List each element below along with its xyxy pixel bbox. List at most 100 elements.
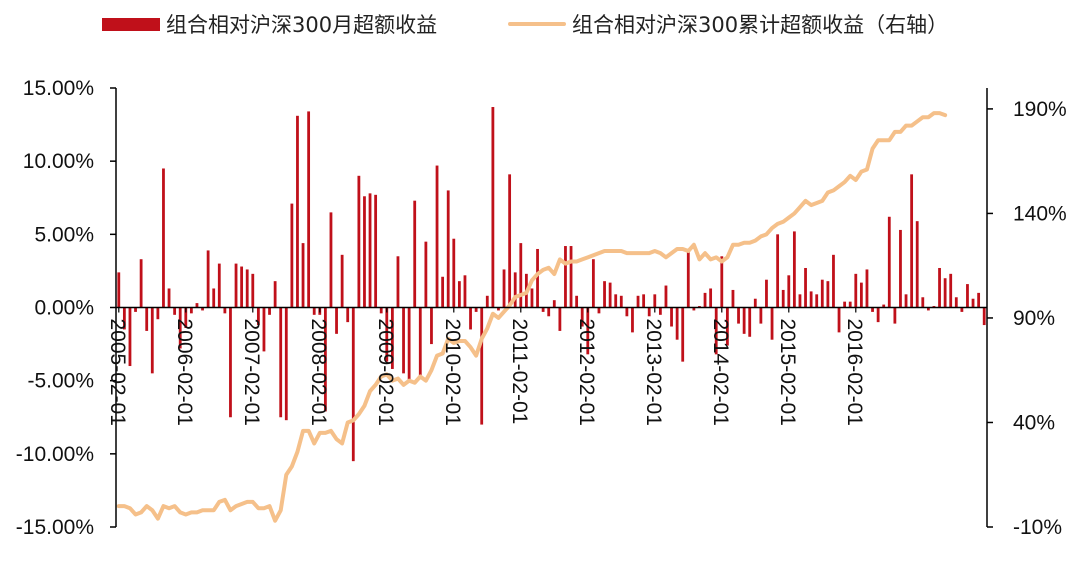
- bar: [647, 307, 651, 317]
- bar: [904, 294, 908, 308]
- bar: [781, 289, 785, 308]
- right-axis-tick-label: 140%: [1013, 202, 1067, 225]
- bar: [837, 307, 841, 333]
- bar: [759, 307, 763, 324]
- bar: [536, 248, 539, 308]
- bar: [150, 307, 154, 374]
- bar: [441, 276, 445, 308]
- bar: [776, 234, 780, 308]
- bar: [720, 256, 724, 308]
- x-axis-tick-label: 2016-02-01: [843, 319, 866, 426]
- bar: [703, 292, 707, 308]
- bar: [508, 174, 512, 308]
- bar: [731, 289, 735, 308]
- bar: [893, 307, 897, 324]
- legend-item-monthly: 组合相对沪深300月超额收益: [102, 6, 437, 42]
- bar: [725, 307, 729, 346]
- right-axis-tick-label: 190%: [1013, 98, 1067, 121]
- bar: [195, 303, 199, 308]
- bar: [642, 294, 646, 308]
- bar: [368, 193, 372, 308]
- bar: [954, 297, 958, 308]
- bar: [664, 285, 668, 308]
- left-axis-tick-label: -5.00%: [27, 370, 94, 393]
- legend: 组合相对沪深300月超额收益 组合相对沪深300累计超额收益（右轴）: [0, 6, 1089, 42]
- bar: [122, 307, 126, 330]
- bar: [201, 307, 204, 311]
- bar: [770, 307, 774, 340]
- bar: [346, 307, 350, 323]
- bar: [843, 301, 847, 308]
- legend-swatch-line: [508, 22, 566, 26]
- x-axis-tick-label: 2009-02-01: [374, 319, 397, 426]
- right-axis-tick-label: 90%: [1013, 307, 1055, 330]
- bar: [430, 307, 433, 345]
- legend-label-cumulative: 组合相对沪深300累计超额收益（右轴）: [572, 13, 949, 37]
- bar: [675, 307, 679, 340]
- bar: [887, 216, 891, 308]
- left-axis-tick-label: -15.00%: [16, 516, 94, 539]
- bar: [329, 212, 333, 308]
- bar: [307, 111, 311, 308]
- bar: [809, 291, 813, 308]
- bar: [832, 254, 835, 308]
- bar: [848, 301, 852, 308]
- bar: [256, 307, 260, 326]
- bar: [497, 307, 500, 311]
- x-axis-tick-label: 2015-02-01: [776, 319, 799, 426]
- bar: [385, 307, 389, 362]
- bar: [591, 259, 595, 308]
- bar: [658, 307, 662, 315]
- bar: [351, 307, 355, 462]
- bar: [217, 263, 221, 308]
- bar: [139, 259, 143, 308]
- bar: [402, 307, 405, 374]
- bar: [608, 282, 612, 308]
- bar: [815, 294, 819, 308]
- bar: [653, 294, 657, 308]
- bar: [552, 300, 556, 308]
- bar: [301, 243, 305, 308]
- right-axis-tick-label: -10%: [1013, 516, 1062, 539]
- bar: [173, 307, 177, 315]
- legend-label-monthly: 组合相对沪深300月超额收益: [166, 13, 438, 37]
- bar: [899, 229, 902, 308]
- bar: [826, 281, 830, 308]
- bar: [424, 241, 428, 308]
- bar: [982, 307, 986, 326]
- bar: [547, 307, 551, 317]
- bar: [273, 281, 277, 308]
- right-axis-tick-label: 40%: [1013, 411, 1055, 434]
- bar: [457, 281, 461, 308]
- bar: [390, 307, 394, 369]
- bar: [943, 278, 947, 308]
- bar: [189, 307, 193, 314]
- bar: [820, 279, 824, 308]
- bar: [469, 307, 472, 330]
- bar: [480, 307, 484, 425]
- bar: [519, 243, 523, 308]
- bar: [463, 275, 467, 308]
- left-axis-tick-label: 5.00%: [34, 223, 94, 246]
- x-axis-tick-label: 2010-02-01: [441, 319, 464, 426]
- bar: [251, 273, 255, 308]
- bar: [474, 307, 478, 312]
- bar: [296, 115, 299, 308]
- bar: [340, 254, 344, 308]
- bar: [184, 307, 188, 328]
- bar: [363, 196, 366, 308]
- bar: [949, 273, 953, 308]
- bar: [452, 238, 456, 308]
- bar: [284, 307, 288, 421]
- bar: [558, 307, 562, 331]
- x-axis-tick-label: 2014-02-01: [709, 319, 732, 426]
- bar: [374, 194, 378, 308]
- bar: [597, 307, 601, 314]
- bar: [804, 267, 807, 308]
- bar: [753, 298, 757, 308]
- bar: [859, 282, 863, 308]
- legend-item-cumulative: 组合相对沪深300累计超额收益（右轴）: [508, 6, 948, 42]
- bar: [162, 168, 165, 308]
- bar: [569, 246, 573, 308]
- bar: [625, 307, 629, 317]
